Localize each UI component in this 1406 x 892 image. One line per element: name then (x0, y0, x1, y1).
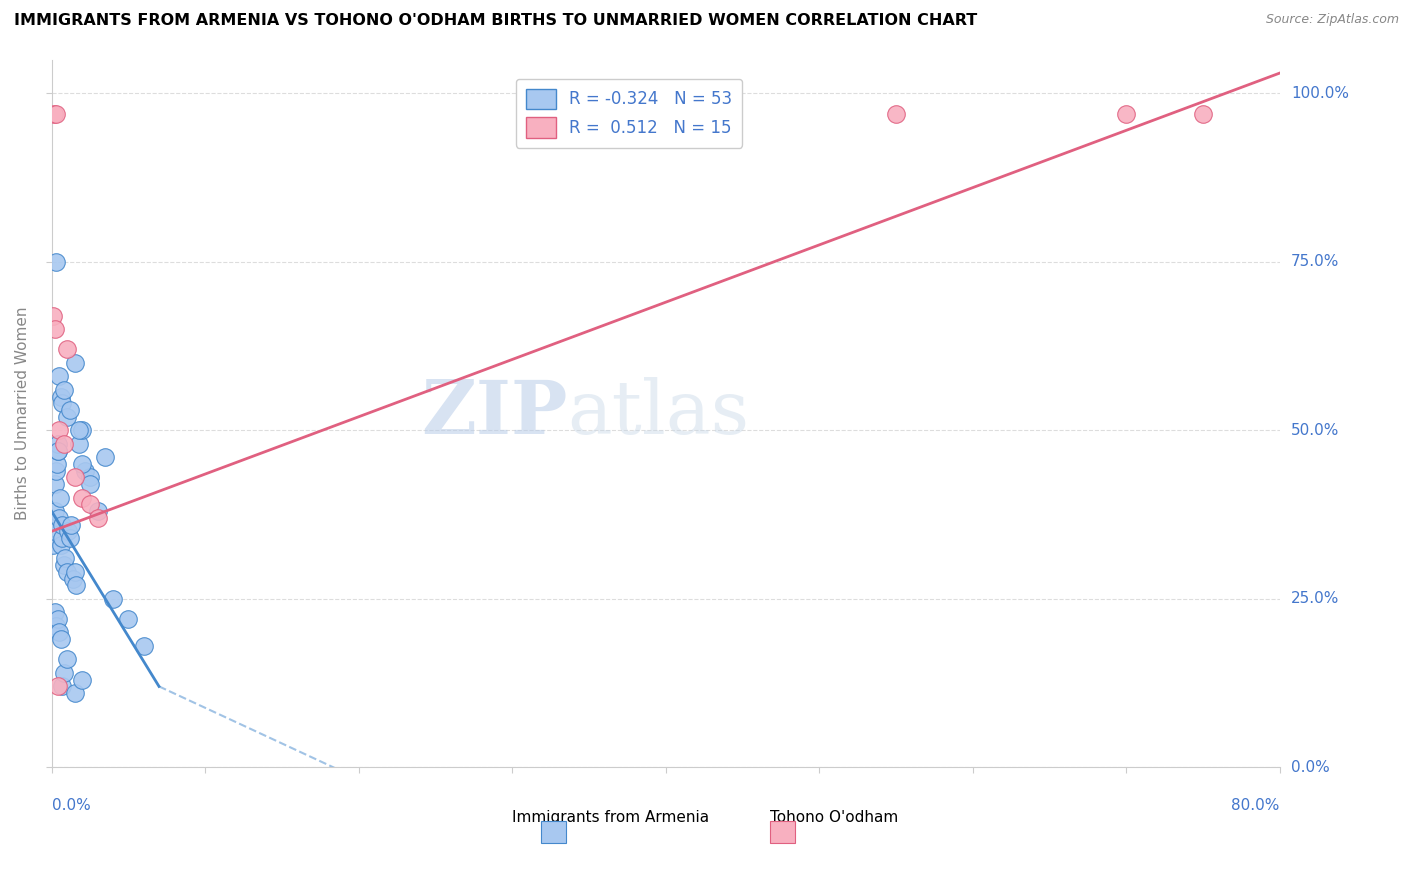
Point (79, 497, 101, 511)
Point (51, 679, 73, 693)
Point (52, 665, 75, 680)
Point (51, 531, 73, 545)
Point (46, 679, 69, 693)
Legend: R = -0.324   N = 53, R =  0.512   N = 15: R = -0.324 N = 53, R = 0.512 N = 15 (516, 78, 742, 147)
Text: Tohono O'odham: Tohono O'odham (770, 810, 898, 825)
Point (1115, 106, 1137, 120)
Point (60, 517, 83, 532)
Point (62, 572, 84, 586)
Point (52, 383, 75, 397)
Point (86, 511, 108, 525)
Text: Source: ZipAtlas.com: Source: ZipAtlas.com (1265, 13, 1399, 27)
Text: IMMIGRANTS FROM ARMENIA VS TOHONO O'ODHAM BIRTHS TO UNMARRIED WOMEN CORRELATION : IMMIGRANTS FROM ARMENIA VS TOHONO O'ODHA… (14, 13, 977, 29)
Point (70, 457, 93, 471)
Point (117, 612, 139, 626)
Point (70, 491, 93, 505)
Point (79, 477, 101, 491)
Point (70, 423, 93, 437)
Point (56, 565, 79, 579)
Text: atlas: atlas (568, 377, 749, 450)
Text: 100.0%: 100.0% (1291, 86, 1348, 101)
Point (49, 491, 72, 505)
Point (63, 356, 86, 370)
Point (44, 322, 66, 336)
Point (45, 457, 67, 471)
Point (46, 443, 69, 458)
Point (86, 504, 108, 518)
Point (67, 423, 90, 437)
Point (48, 436, 70, 450)
Point (45, 464, 67, 478)
Point (75, 464, 97, 478)
Point (52, 558, 75, 572)
Text: 25.0%: 25.0% (1291, 591, 1339, 607)
Point (42, 524, 65, 539)
Point (48, 511, 70, 525)
Point (51, 517, 73, 532)
Point (884, 106, 907, 120)
Text: 80.0%: 80.0% (1232, 797, 1279, 813)
Point (58, 524, 80, 539)
Point (42, 106, 65, 120)
Point (49, 390, 72, 404)
Point (46, 443, 69, 458)
Point (46, 612, 69, 626)
Point (48, 369, 70, 384)
Point (70, 673, 93, 687)
Point (45, 254, 67, 268)
Point (56, 409, 79, 424)
Point (48, 625, 70, 640)
Point (42, 309, 65, 323)
Point (63, 686, 86, 700)
Point (56, 652, 79, 666)
Point (49, 538, 72, 552)
Point (59, 403, 82, 417)
Y-axis label: Births to Unmarried Women: Births to Unmarried Women (15, 307, 30, 520)
Point (44, 605, 66, 619)
Point (59, 531, 82, 545)
Text: 0.0%: 0.0% (1291, 760, 1330, 775)
Point (63, 470, 86, 484)
Point (63, 565, 86, 579)
Point (56, 343, 79, 357)
Point (1192, 106, 1215, 120)
Point (53, 551, 76, 566)
Point (51, 396, 73, 410)
Point (132, 639, 155, 653)
Text: 75.0%: 75.0% (1291, 254, 1339, 269)
Text: ZIP: ZIP (420, 377, 568, 450)
Point (65, 578, 87, 592)
Point (48, 423, 70, 437)
Point (67, 436, 90, 450)
Point (52, 436, 75, 450)
Point (45, 618, 67, 632)
Point (42, 538, 65, 552)
Point (94, 450, 117, 465)
Point (45, 106, 67, 120)
Text: Immigrants from Armenia: Immigrants from Armenia (512, 810, 709, 825)
Text: 0.0%: 0.0% (52, 797, 90, 813)
Text: 50.0%: 50.0% (1291, 423, 1339, 438)
Point (44, 504, 66, 518)
Point (49, 632, 72, 647)
Point (101, 591, 124, 606)
Point (79, 470, 101, 484)
Point (44, 477, 66, 491)
